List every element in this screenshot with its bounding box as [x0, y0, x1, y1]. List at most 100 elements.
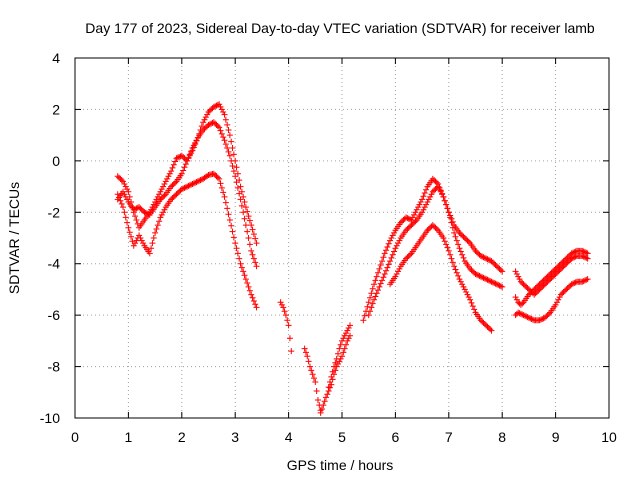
- data-point-interpolated: [571, 249, 578, 256]
- data-point-interpolated: [423, 186, 430, 193]
- data-point-interpolated: [367, 294, 374, 301]
- data-point-interpolated: [513, 296, 520, 303]
- data-point: [403, 227, 410, 234]
- data-point-interpolated: [441, 238, 448, 245]
- data-point-interpolated: [431, 177, 438, 184]
- data-point-interpolated: [411, 211, 418, 218]
- data-point-interpolated: [377, 262, 384, 268]
- data-point-interpolated: [487, 326, 494, 333]
- data-point-interpolated: [420, 206, 427, 213]
- data-point: [488, 327, 495, 334]
- chart-title: Day 177 of 2023, Sidereal Day-to-day VTE…: [85, 20, 595, 36]
- data-point-interpolated: [441, 197, 448, 204]
- data-point: [563, 286, 570, 293]
- data-point-interpolated: [449, 224, 456, 231]
- data-point-interpolated: [537, 316, 544, 323]
- data-point-interpolated: [555, 268, 562, 275]
- data-point-interpolated: [559, 290, 566, 297]
- data-point: [493, 263, 500, 270]
- data-point-interpolated: [532, 290, 539, 297]
- data-point-interpolated: [571, 280, 578, 286]
- data-point-interpolated: [124, 186, 131, 193]
- y-tick-label: -6: [48, 307, 61, 323]
- data-point-interpolated: [252, 235, 259, 242]
- data-point: [541, 281, 548, 288]
- data-point-interpolated: [556, 267, 563, 274]
- series-track-10: [387, 222, 495, 334]
- data-point-interpolated: [528, 316, 535, 322]
- y-tick-label: -10: [40, 410, 60, 426]
- data-point: [499, 283, 506, 290]
- data-point: [536, 286, 543, 293]
- data-point-interpolated: [535, 282, 542, 289]
- series-track-1: [114, 119, 260, 270]
- data-point-interpolated: [250, 298, 257, 304]
- y-tick-label: 4: [52, 50, 60, 66]
- data-point: [146, 250, 153, 257]
- x-tick-label: 9: [552, 429, 560, 445]
- data-point-interpolated: [174, 154, 181, 161]
- data-point-interpolated: [485, 277, 492, 284]
- data-point-interpolated: [313, 388, 320, 394]
- series-track-2: [114, 101, 260, 247]
- data-point: [301, 345, 308, 352]
- data-point-interpolated: [246, 287, 253, 294]
- data-point-interpolated: [553, 269, 560, 276]
- data-point-interpolated: [186, 152, 193, 159]
- data-point: [568, 250, 575, 257]
- data-point-interpolated: [158, 195, 165, 202]
- data-point: [429, 188, 436, 195]
- data-point-interpolated: [116, 174, 123, 181]
- data-point-interpolated: [345, 335, 352, 342]
- data-point-interpolated: [572, 248, 579, 255]
- data-point-interpolated: [407, 251, 414, 258]
- data-point-interpolated: [161, 181, 168, 187]
- data-point-interpolated: [583, 276, 590, 283]
- data-point-interpolated: [427, 193, 434, 200]
- data-point-interpolated: [214, 174, 221, 181]
- data-point: [456, 245, 463, 252]
- data-point-interpolated: [138, 206, 145, 213]
- data-point: [120, 188, 127, 195]
- data-point-interpolated: [225, 148, 232, 155]
- data-point-interpolated: [543, 313, 550, 320]
- data-point-interpolated: [188, 150, 195, 157]
- data-point-interpolated: [572, 253, 579, 260]
- data-point-interpolated: [519, 311, 526, 318]
- data-point-interpolated: [236, 255, 243, 262]
- data-point-interpolated: [551, 267, 558, 274]
- data-point-interpolated: [548, 274, 555, 281]
- data-point-interpolated: [218, 184, 225, 191]
- data-point-interpolated: [565, 258, 572, 265]
- data-point-interpolated: [452, 266, 459, 273]
- data-point-interpolated: [457, 278, 464, 285]
- data-point-interpolated: [224, 121, 231, 128]
- data-point-interpolated: [491, 260, 498, 267]
- data-point-interpolated: [206, 121, 213, 128]
- data-point-interpolated: [133, 237, 140, 244]
- data-point-interpolated: [431, 187, 438, 194]
- data-point: [477, 317, 484, 324]
- data-point: [253, 304, 260, 311]
- data-point: [210, 119, 217, 126]
- x-tick-label: 6: [392, 429, 400, 445]
- data-point: [371, 281, 378, 288]
- data-point-interpolated: [539, 283, 546, 290]
- data-point-interpolated: [459, 232, 466, 239]
- data-point-interpolated: [197, 127, 204, 133]
- data-point-interpolated: [437, 188, 444, 195]
- data-point: [557, 265, 564, 272]
- data-point-interpolated: [116, 194, 123, 201]
- data-point: [541, 314, 548, 321]
- data-point-interpolated: [412, 218, 419, 225]
- data-point-interpolated: [161, 206, 168, 213]
- data-point: [408, 217, 415, 223]
- data-point: [344, 327, 351, 334]
- data-point: [168, 196, 175, 203]
- data-point-interpolated: [416, 201, 423, 208]
- data-point-interpolated: [172, 158, 179, 165]
- data-point-interpolated: [561, 256, 568, 263]
- data-point: [381, 250, 388, 257]
- data-point: [210, 103, 217, 110]
- data-point-interpolated: [465, 238, 472, 245]
